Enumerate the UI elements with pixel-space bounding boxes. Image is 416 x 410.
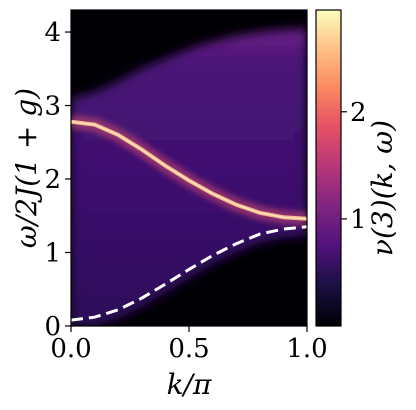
- y-tick-label: 1: [44, 239, 61, 269]
- colorbar: 12 ν(3)(k, ω): [315, 9, 399, 327]
- colorbar-ticks: 12: [341, 98, 367, 235]
- colorbar-label: ν(3)(k, ω): [366, 120, 399, 256]
- y-axis-ticks: 0 1 2 3 4: [44, 18, 71, 342]
- y-tick-label: 2: [44, 165, 61, 195]
- colorbar-frame: [315, 9, 342, 327]
- lower-edge-dashed-line: [71, 225, 307, 322]
- y-tick-label: 4: [44, 18, 61, 48]
- colorbar-gradient: [316, 10, 341, 326]
- x-tick-label: 1.0: [286, 334, 327, 364]
- y-tick-label: 0: [44, 312, 61, 342]
- colorbar-tick-label: 2: [350, 98, 367, 128]
- colorbar-tick-label: 1: [350, 205, 367, 235]
- heatmap-plot: [70, 9, 308, 327]
- x-axis-ticks: 0.0 0.5 1.0: [50, 326, 328, 364]
- x-tick-label: 0.0: [50, 334, 91, 364]
- dispersion-peak-core: [71, 120, 307, 220]
- y-tick-label: 3: [44, 92, 61, 122]
- y-axis-label: ω/2J(1 + g): [10, 88, 43, 248]
- x-tick-label: 0.5: [168, 334, 209, 364]
- x-axis-label: k/π: [167, 368, 212, 401]
